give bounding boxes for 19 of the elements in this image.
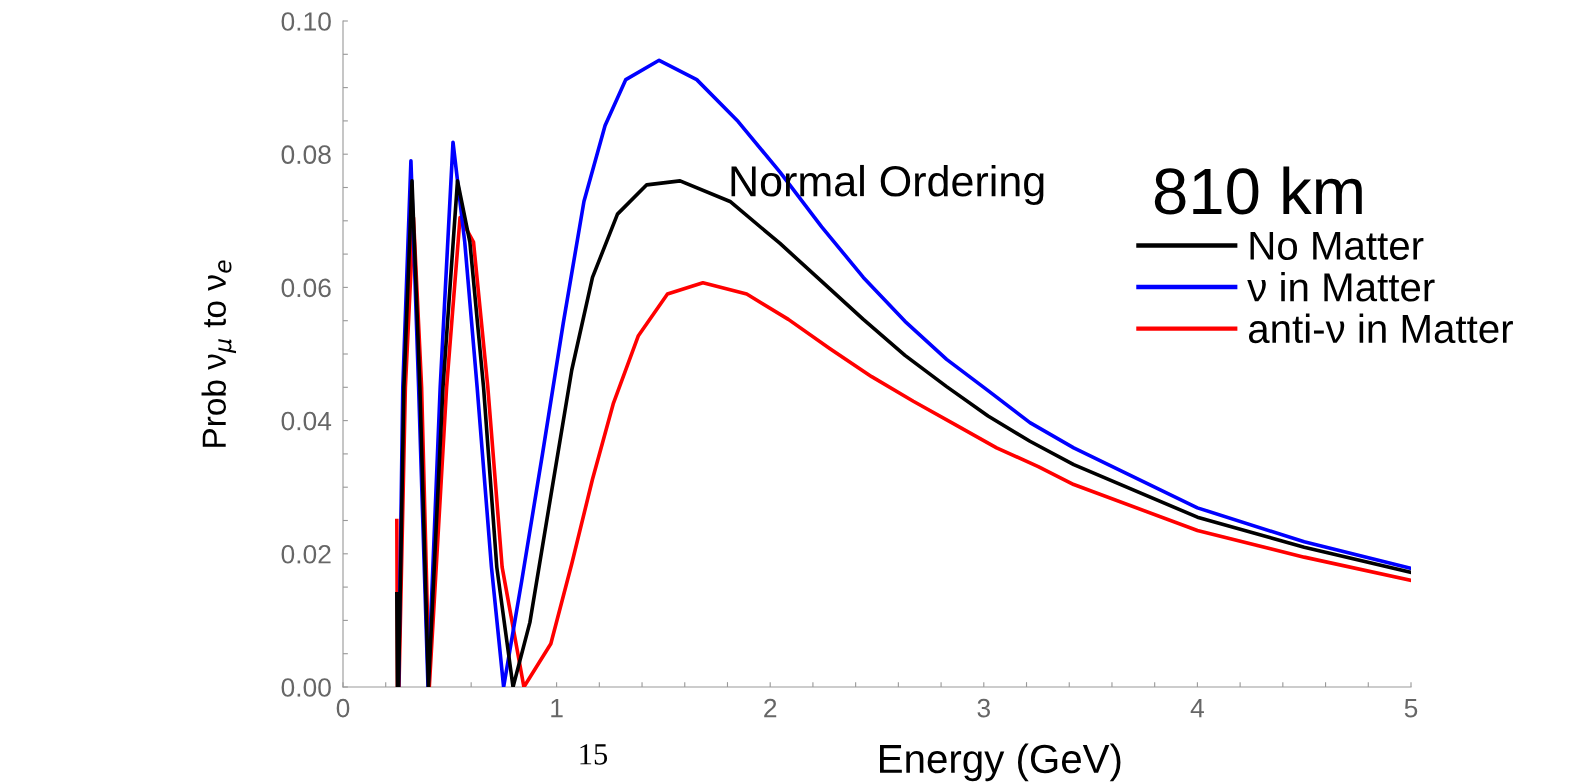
text: 15 (580, 744, 608, 765)
x-tick-label: 3 (977, 698, 990, 718)
annotation: 810 km (1154, 166, 1362, 215)
y-axis-title: Prob ν$_{μ}$ to ν$_{e}$ (201, 260, 237, 447)
x-tick-label: 0 (336, 698, 350, 718)
y-tick-label: 0.00 (281, 678, 331, 697)
x-tick-label: 1 (551, 699, 563, 718)
x-tick-label: 2 (764, 698, 777, 718)
y-tick-label: 0.08 (281, 145, 331, 165)
legend-label: No Matter (1250, 231, 1424, 260)
x-tick-label: 4 (1190, 699, 1204, 718)
y-tick-label: 0.04 (281, 411, 332, 431)
y-tick-label: 0.06 (281, 278, 331, 298)
y-tick-label: 0.10 (281, 12, 331, 31)
y-tick-label: 0.02 (281, 544, 331, 564)
x-tick-label: 5 (1404, 699, 1418, 718)
legend-label: ν in Matter (1247, 271, 1435, 302)
legend-label: anti-ν in Matter (1248, 313, 1513, 344)
x-axis-title: Energy (GeV) (880, 743, 1121, 782)
